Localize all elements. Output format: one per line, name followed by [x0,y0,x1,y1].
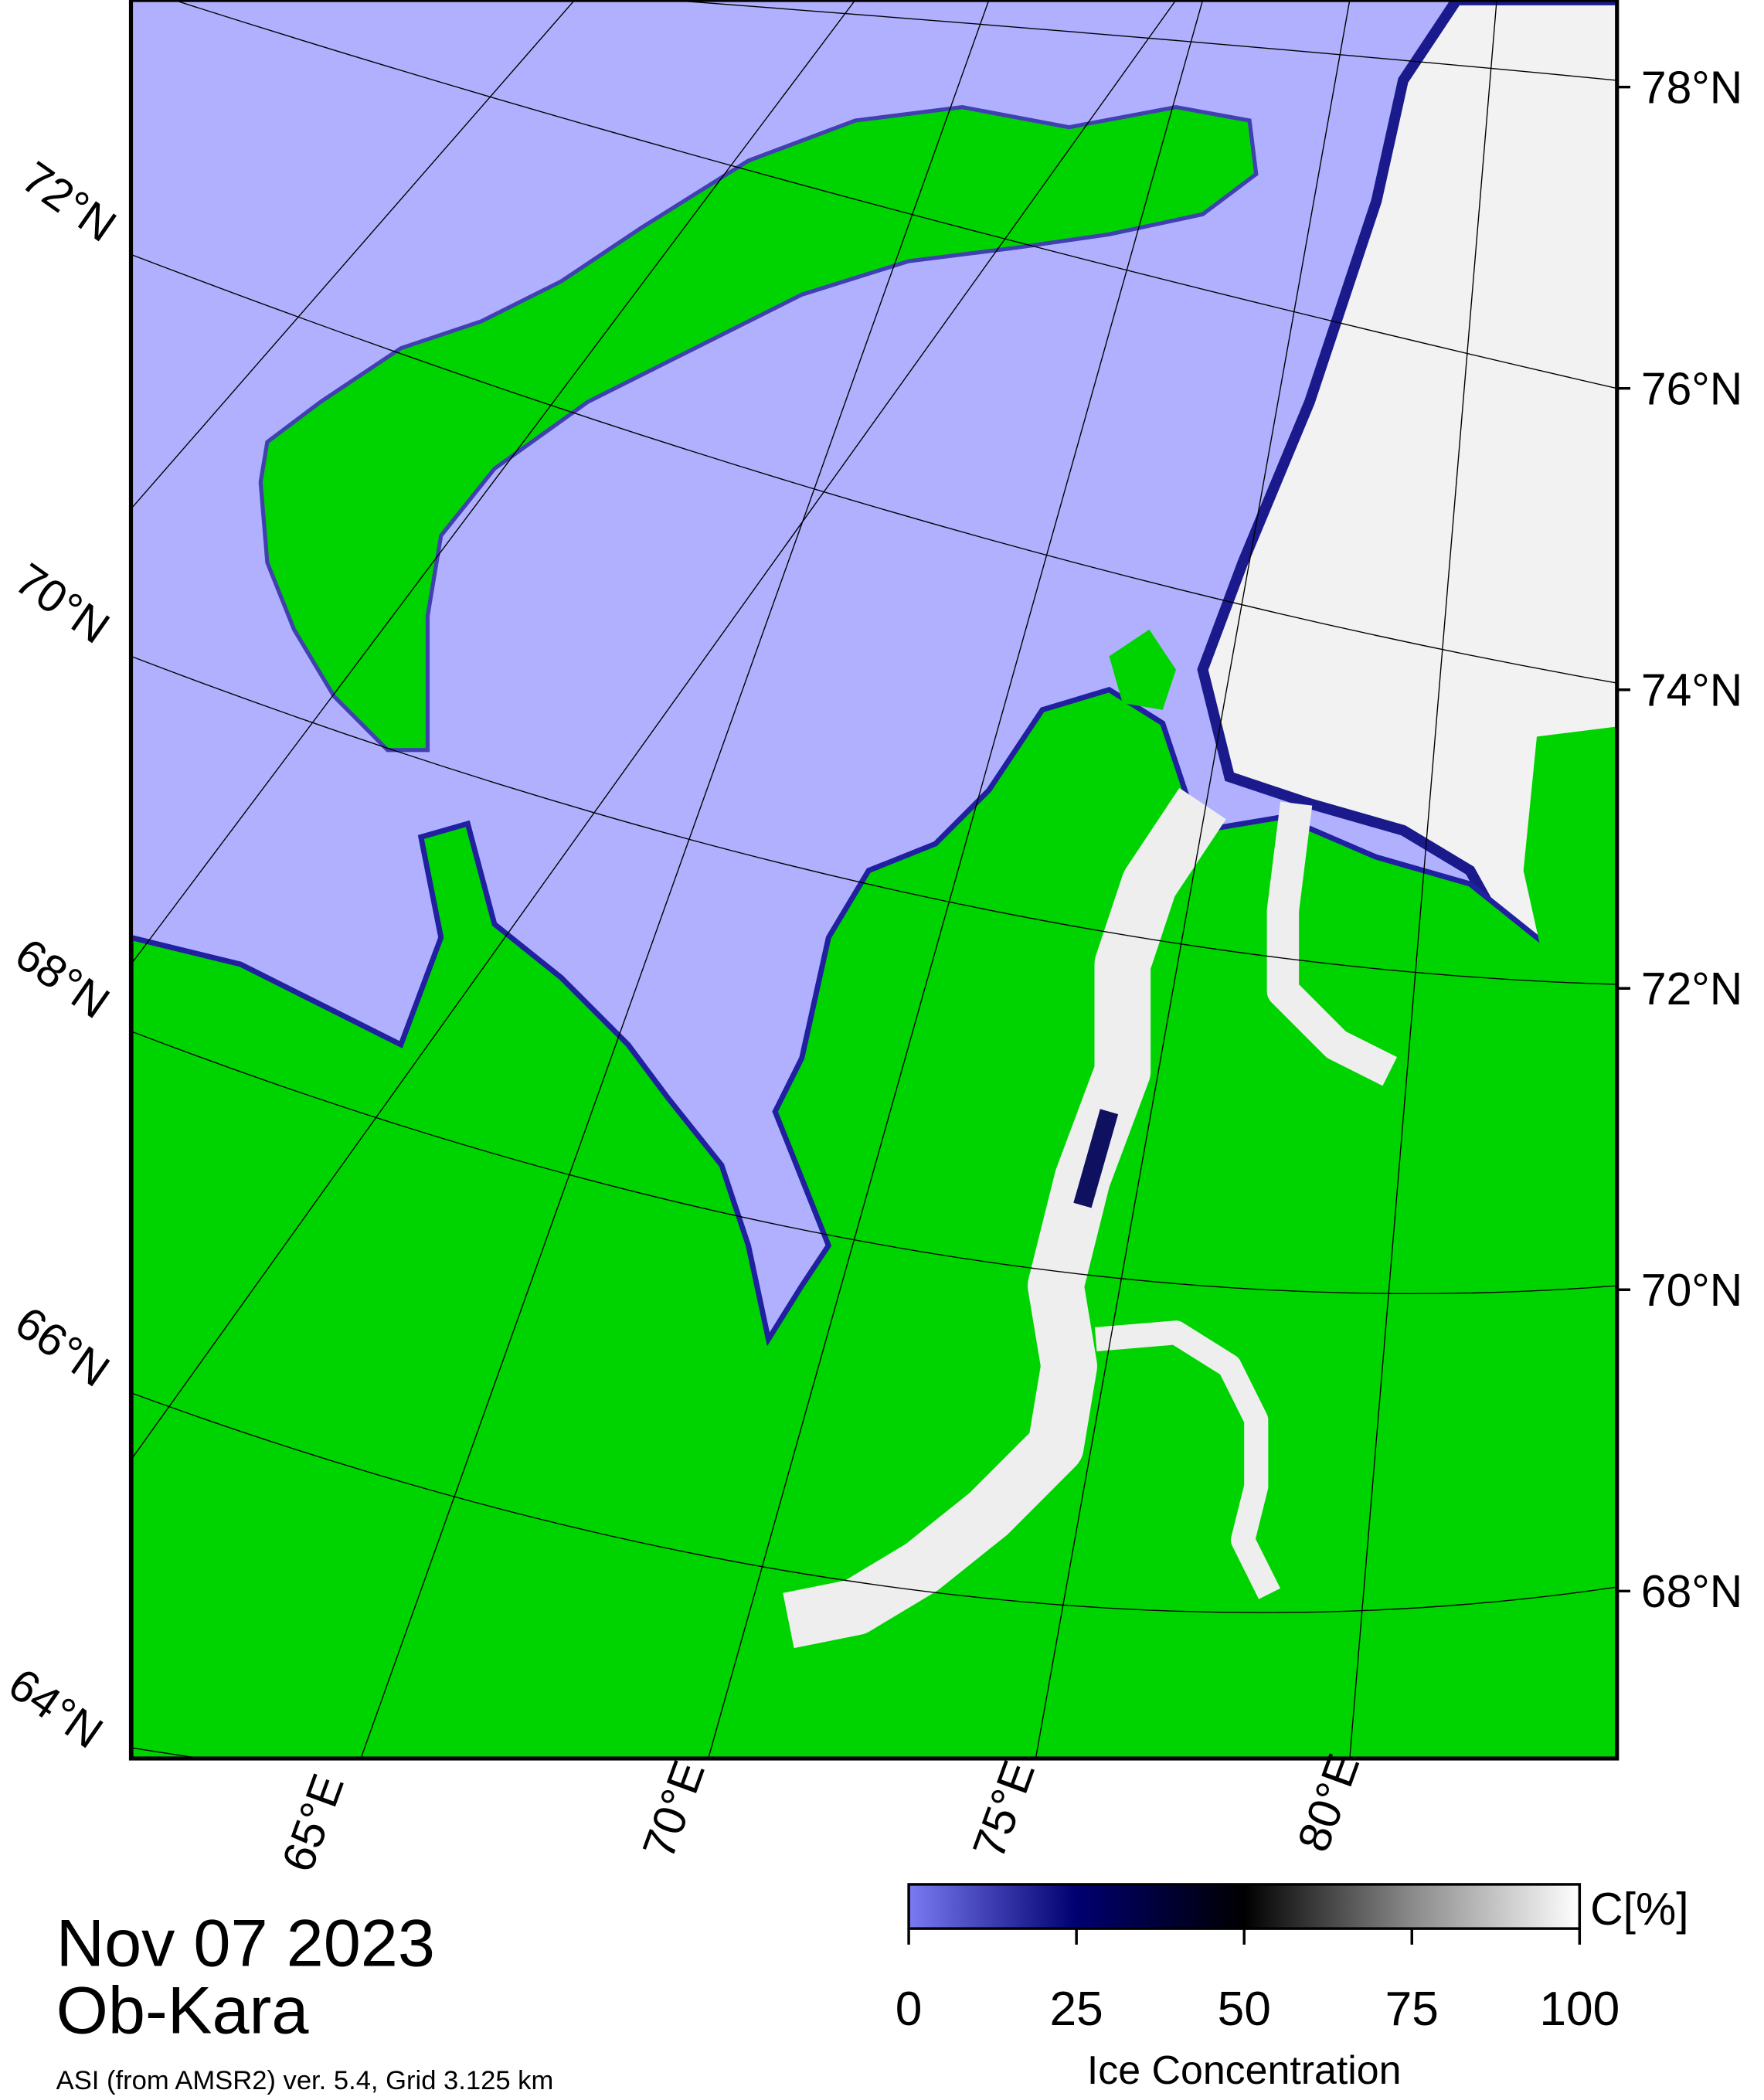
sea-ice [1197,0,1617,1058]
lon-label: 70°E [634,1755,715,1865]
lon-label: 80°E [1288,1748,1369,1858]
gydan-land [1523,726,1617,1001]
lat-label-right: 70°N [1641,1266,1742,1316]
yamal-north [1109,629,1176,710]
lat-label-left: 68°N [6,929,118,1028]
taz-estuary-ice [1094,1320,1280,1599]
lat-label-right: 74°N [1641,665,1742,715]
colorbar-title: Ice Concentration [1087,2048,1402,2093]
map-area [131,0,1617,1758]
lat-label-left: 70°N [6,554,118,654]
novaya-zemlya [258,105,1259,753]
lat-label-right: 78°N [1641,63,1742,113]
colorbar-tick-label: 25 [1050,1983,1103,2036]
date: Nov 07 2023 [56,1907,435,1981]
lat-label-left: 66°N [6,1297,118,1397]
graticule [131,0,1617,1758]
colorbar-tick-label: 100 [1539,1983,1620,2036]
lon-label: 75°E [964,1755,1045,1865]
lat-label-left: 72°N [13,152,125,252]
colorbar-tick-label: 50 [1218,1983,1271,2036]
lat-label-left: 64°N [0,1659,111,1758]
colorbar-unit: C[%] [1590,1884,1688,1935]
colorbar-tick-label: 75 [1385,1983,1439,2036]
ob-estuary-ice [783,787,1226,1649]
colorbar [907,1883,1582,1930]
region: Ob-Kara [56,1973,310,2047]
source-note: ASI (from AMSR2) ver. 5.4, Grid 3.125 km [56,2066,554,2095]
ob-dark-ice [1073,1109,1119,1208]
lat-label-right: 72°N [1641,964,1742,1014]
lat-label-right: 76°N [1641,364,1742,414]
colorbar-tick-label: 0 [896,1983,923,2036]
lon-label: 65°E [273,1768,354,1878]
map-frame [128,0,1620,1761]
lat-label-right: 68°N [1641,1567,1742,1617]
gydan-bay-ice [1266,801,1398,1086]
